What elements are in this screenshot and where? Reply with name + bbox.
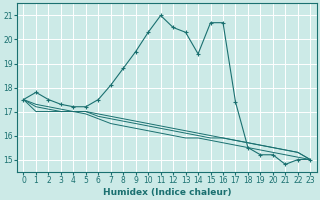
X-axis label: Humidex (Indice chaleur): Humidex (Indice chaleur) <box>103 188 231 197</box>
